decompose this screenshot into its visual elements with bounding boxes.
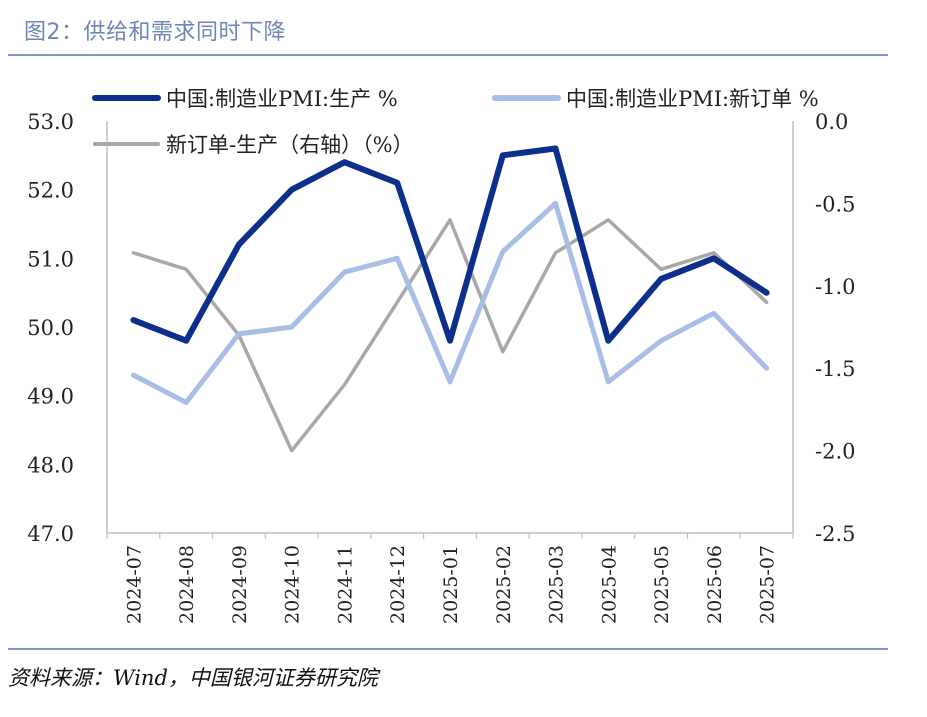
bottom-divider — [8, 648, 888, 650]
x-tick-label: 2024-07 — [123, 545, 145, 624]
x-tick-label: 2025-04 — [598, 545, 620, 624]
series-line-0 — [130, 145, 770, 344]
x-tick-label: 2025-03 — [546, 545, 568, 624]
top-divider — [8, 54, 888, 56]
left-tick-label: 48.0 — [27, 453, 74, 477]
figure-title: 图2：供给和需求同时下降 — [24, 20, 286, 45]
x-tick-label: 2024-11 — [334, 545, 356, 624]
left-tick-label: 49.0 — [27, 385, 74, 409]
left-tick-label: 52.0 — [27, 179, 74, 203]
right-tick-label: 0.0 — [815, 110, 848, 134]
left-tick-label: 50.0 — [27, 316, 74, 340]
series-line-1 — [130, 200, 770, 405]
tick-labels: 53.0 52.0 51.0 50.0 49.0 48.0 47.0 0.0 -0.5 -1.0 -… — [27, 110, 855, 624]
x-tick-label: 2025-06 — [704, 545, 726, 624]
x-tick-label: 2024-08 — [176, 545, 198, 624]
x-tick-label: 2025-01 — [440, 545, 462, 624]
right-tick-label: -2.5 — [815, 522, 856, 546]
right-tick-label: -0.5 — [815, 192, 856, 216]
right-tick-label: -2.0 — [815, 440, 856, 464]
source-note: 资料来源：Wind，中国银河证券研究院 — [8, 666, 378, 690]
legend-label: 中国:制造业PMI:新订单 % — [566, 87, 819, 111]
x-tick-label: 2024-10 — [282, 545, 304, 624]
left-tick-label: 47.0 — [27, 522, 74, 546]
x-tick-label: 2025-05 — [651, 545, 673, 624]
x-tick-label: 2024-12 — [387, 545, 409, 624]
right-tick-label: -1.5 — [815, 357, 856, 381]
legend: 中国:制造业PMI:生产 % 中国:制造业PMI:新订单 % 新订单-生产（右轴）（… — [92, 87, 819, 157]
legend-label: 新订单-生产（右轴）（%） — [166, 133, 414, 157]
x-tick-label: 2025-02 — [493, 545, 515, 624]
x-tick-label: 2024-09 — [229, 545, 251, 624]
left-tick-label: 53.0 — [27, 110, 74, 134]
legend-label: 中国:制造业PMI:生产 % — [166, 87, 398, 111]
right-tick-label: -1.0 — [815, 275, 856, 299]
axes — [106, 121, 794, 539]
x-tick-label: 2025-07 — [757, 545, 779, 624]
left-tick-label: 51.0 — [27, 247, 74, 271]
series-lines — [130, 145, 770, 453]
